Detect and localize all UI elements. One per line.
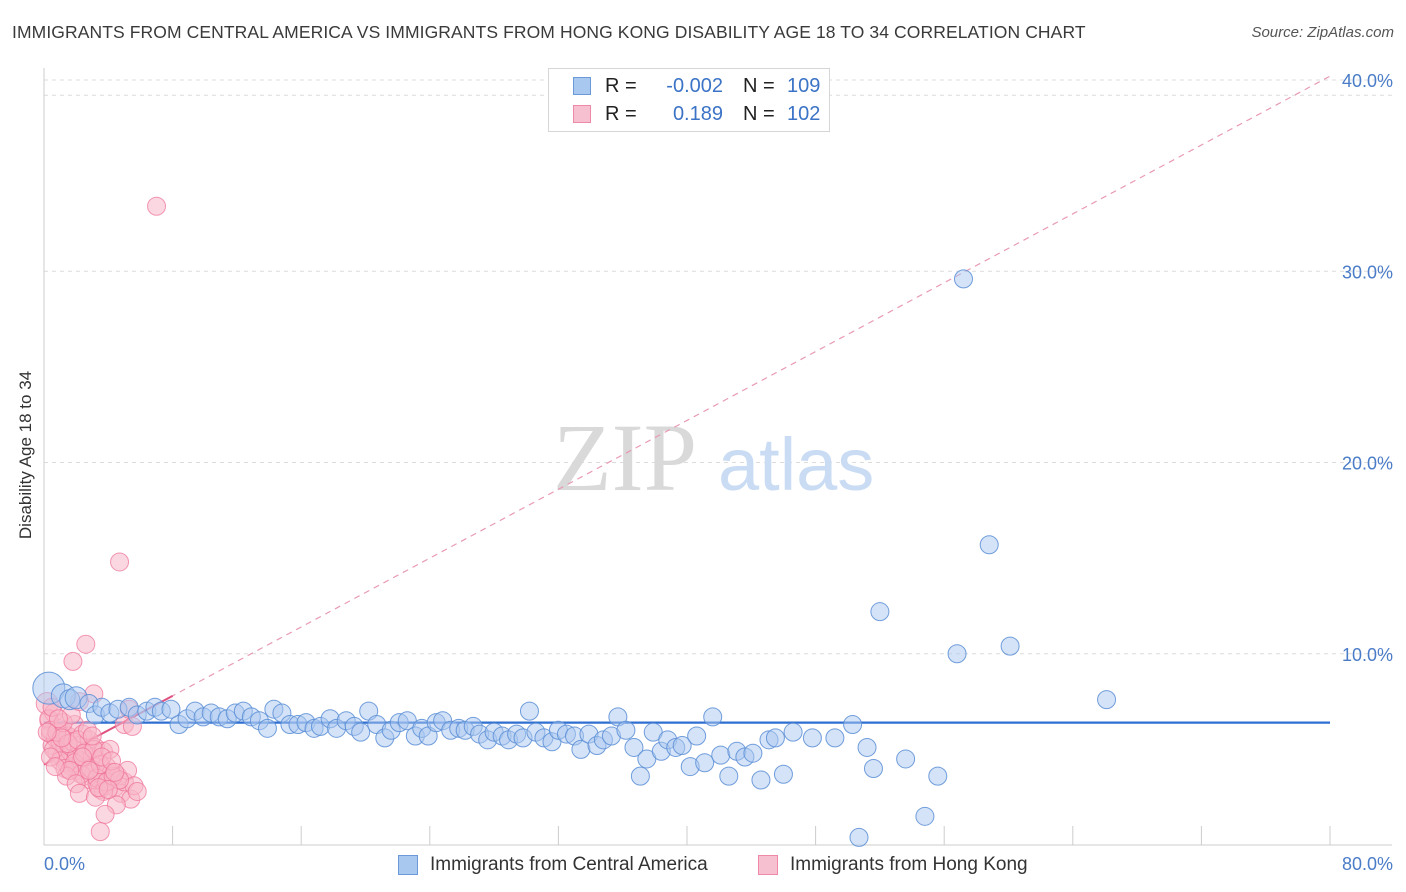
trend-line-hong-kong-dashed [43, 75, 1331, 766]
point-hong-kong [69, 783, 89, 803]
tick-labels: 10.0% 20.0% 30.0% 40.0% 0.0% 80.0% [44, 71, 1393, 874]
point-central-america [773, 764, 793, 784]
point-central-america [783, 722, 803, 742]
point-central-america [979, 535, 999, 555]
point-central-america [161, 699, 181, 719]
legend-n-value-a: 109 [787, 74, 821, 97]
watermark-zip: ZIP [553, 404, 697, 511]
y-tick-label: 40.0% [1342, 71, 1393, 91]
legend-n-value-b: 102 [787, 102, 821, 125]
point-hong-kong [79, 760, 99, 780]
point-central-america [624, 737, 644, 757]
point-central-america [765, 728, 785, 748]
point-central-america [870, 602, 890, 622]
point-central-america [687, 726, 707, 746]
bottom-legend-label-a: Immigrants from Central America [430, 854, 708, 875]
point-central-america [630, 766, 650, 786]
point-hong-kong [82, 726, 102, 746]
point-hong-kong [95, 804, 115, 824]
point-central-america [703, 707, 723, 727]
point-central-america [896, 749, 916, 769]
y-tick-label: 20.0% [1342, 454, 1393, 474]
legend-r-label: R = [605, 102, 637, 125]
points-hong-kong [35, 196, 167, 842]
x-tick-label-max: 80.0% [1342, 854, 1393, 874]
point-central-america [519, 701, 539, 721]
point-hong-kong [110, 552, 130, 572]
point-hong-kong [147, 196, 167, 216]
point-central-america [843, 715, 863, 735]
point-central-america [257, 718, 277, 738]
bottom-legend-swatch-blue [398, 855, 418, 875]
legend-row-central-america: R = -0.002 N = 109 [573, 73, 820, 99]
points-central-america [32, 269, 1117, 847]
point-hong-kong [98, 780, 118, 800]
y-tick-label: 10.0% [1342, 645, 1393, 665]
source-label: Source: ZipAtlas.com [1251, 24, 1394, 41]
point-hong-kong [127, 781, 147, 801]
point-hong-kong [37, 722, 57, 742]
bottom-legend-swatch-pink [758, 855, 778, 875]
x-tick-label-min: 0.0% [44, 854, 85, 874]
point-central-america [928, 766, 948, 786]
point-hong-kong [45, 757, 65, 777]
point-central-america [802, 728, 822, 748]
y-tick-label: 30.0% [1342, 262, 1393, 282]
point-central-america [915, 806, 935, 826]
legend-n-label: N = [743, 74, 775, 97]
legend-swatch-blue [573, 77, 591, 95]
point-hong-kong [76, 634, 96, 654]
gridlines [44, 79, 1392, 655]
point-central-america [857, 737, 877, 757]
correlation-legend: R = -0.002 N = 109 R = 0.189 N = 102 [548, 68, 830, 132]
point-central-america [1000, 636, 1020, 656]
bottom-legend-central-america: Immigrants from Central America [398, 852, 708, 878]
bottom-legend-label-b: Immigrants from Hong Kong [790, 854, 1028, 875]
trend-lines [43, 75, 1331, 766]
point-central-america [743, 743, 763, 763]
point-central-america [351, 722, 371, 742]
legend-r-label: R = [605, 74, 637, 97]
point-central-america [953, 269, 973, 289]
point-central-america [947, 644, 967, 664]
point-central-america [849, 827, 869, 847]
point-central-america [1097, 690, 1117, 710]
legend-swatch-pink [573, 105, 591, 123]
point-hong-kong [48, 709, 68, 729]
point-central-america [751, 770, 771, 790]
legend-r-value-a: -0.002 [666, 74, 723, 97]
point-hong-kong [63, 651, 83, 671]
legend-row-hong-kong: R = 0.189 N = 102 [573, 101, 820, 127]
point-central-america [825, 728, 845, 748]
chart-title: IMMIGRANTS FROM CENTRAL AMERICA VS IMMIG… [12, 22, 1086, 42]
point-hong-kong [105, 762, 125, 782]
point-central-america [695, 753, 715, 773]
point-central-america [719, 766, 739, 786]
legend-r-value-b: 0.189 [672, 102, 723, 125]
point-hong-kong [90, 822, 110, 842]
bottom-legend-hong-kong: Immigrants from Hong Kong [758, 852, 1028, 878]
watermark-atlas: atlas [718, 423, 874, 506]
point-central-america [711, 745, 731, 765]
point-central-america [863, 759, 883, 778]
point-central-america [672, 736, 692, 756]
point-central-america [616, 720, 636, 740]
legend-n-label: N = [743, 102, 775, 125]
